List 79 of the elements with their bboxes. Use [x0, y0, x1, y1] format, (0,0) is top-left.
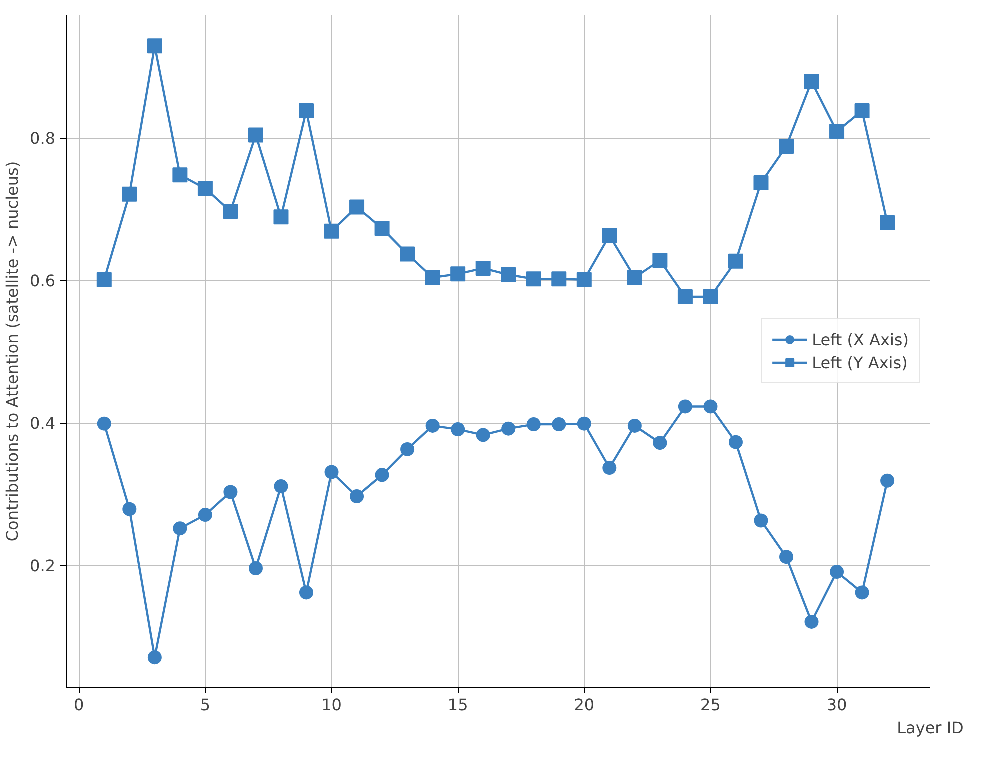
- point: [198, 508, 212, 522]
- y-axis-title: Contributions to Attention (satellite -> nucleus): [3, 161, 22, 542]
- y-tick-label: 0.2: [30, 556, 56, 576]
- point: [577, 416, 592, 431]
- point: [703, 289, 718, 304]
- point: [223, 204, 238, 219]
- point: [324, 465, 339, 480]
- x-tick-label: 25: [700, 696, 721, 714]
- point: [880, 474, 895, 488]
- point: [855, 586, 870, 600]
- y-tick-label: 0.8: [30, 129, 56, 148]
- point: [248, 128, 264, 143]
- point: [754, 175, 769, 190]
- point: [678, 400, 692, 414]
- point: [324, 224, 340, 239]
- point: [224, 485, 238, 500]
- legend-label: Left (X Axis): [812, 330, 909, 349]
- legend-label: Left (Y Axis): [812, 353, 908, 372]
- point: [274, 480, 288, 494]
- point: [248, 562, 263, 576]
- point: [375, 468, 390, 482]
- point: [754, 514, 768, 528]
- point: [374, 221, 390, 236]
- point: [602, 461, 617, 475]
- x-tick-label: 5: [200, 696, 211, 714]
- point: [96, 272, 112, 288]
- point: [425, 270, 440, 286]
- point: [854, 103, 870, 118]
- x-tick-label: 15: [448, 696, 468, 714]
- point: [780, 550, 794, 564]
- point: [198, 181, 213, 196]
- y-tick-label: 0.4: [30, 414, 56, 434]
- point: [476, 428, 490, 442]
- point: [173, 522, 188, 536]
- point: [172, 168, 188, 183]
- point: [678, 289, 693, 304]
- x-tick-label: 20: [574, 696, 595, 714]
- point: [880, 215, 896, 230]
- point: [830, 124, 845, 140]
- point: [652, 253, 668, 268]
- point: [122, 186, 138, 202]
- x-axis-title: Layer ID: [897, 718, 964, 738]
- point: [400, 246, 416, 262]
- point: [653, 436, 668, 450]
- point: [426, 418, 440, 433]
- point: [830, 565, 844, 580]
- point: [97, 416, 112, 431]
- point: [628, 418, 642, 433]
- x-tick-label: 30: [826, 696, 848, 714]
- y-tick-label: 0.6: [30, 272, 56, 291]
- point: [299, 103, 314, 118]
- point: [147, 38, 162, 54]
- point: [450, 266, 466, 282]
- point: [350, 200, 365, 215]
- point: [451, 422, 466, 437]
- point: [476, 260, 491, 276]
- point: [502, 422, 516, 436]
- point: [400, 442, 415, 456]
- point: [552, 272, 567, 287]
- point: [779, 139, 794, 154]
- point: [804, 74, 820, 90]
- point: [526, 418, 541, 432]
- point: [704, 400, 718, 414]
- point: [122, 502, 137, 516]
- x-tick-label: 10: [322, 696, 342, 714]
- point: [300, 586, 314, 600]
- x-tick-label: 0: [74, 696, 84, 714]
- point: [804, 614, 819, 629]
- point: [274, 210, 289, 225]
- point: [552, 418, 566, 432]
- point: [728, 435, 743, 450]
- point: [728, 254, 744, 269]
- point: [602, 228, 618, 244]
- point: [576, 272, 592, 288]
- point: [501, 267, 516, 282]
- point: [627, 270, 642, 286]
- point: [350, 490, 364, 504]
- point: [526, 272, 542, 287]
- point: [148, 650, 162, 665]
